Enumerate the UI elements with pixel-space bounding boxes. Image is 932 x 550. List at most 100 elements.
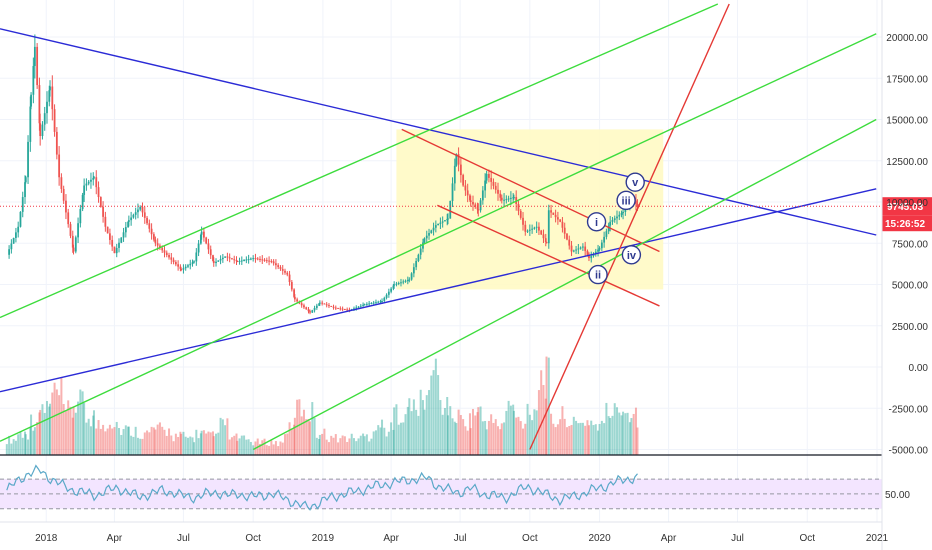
candle-body [563, 227, 566, 234]
volume-bar [515, 417, 518, 455]
volume-bar [102, 424, 105, 455]
candle-body [238, 260, 241, 262]
trendline-5[interactable] [0, 3, 719, 319]
trendline-layer[interactable] [0, 3, 877, 451]
candle-body [315, 305, 318, 308]
candle-body [231, 258, 233, 260]
candle-body [485, 173, 488, 181]
volume-bar [507, 400, 510, 455]
candle-body [451, 183, 454, 201]
volume-bar [318, 439, 321, 455]
trendline-6[interactable] [0, 33, 877, 442]
candle-body [187, 265, 189, 267]
volume-bar [474, 415, 477, 455]
volume-bar [500, 423, 503, 455]
volume-bar [537, 390, 540, 455]
volume-bar [600, 420, 603, 455]
price-tick-label: 20000.00 [886, 33, 928, 44]
candle-body [161, 247, 164, 251]
time-tick-label: Oct [799, 533, 815, 544]
candle-body [15, 232, 17, 238]
volume-bar [603, 423, 606, 455]
volume-bar [387, 431, 390, 455]
trendline-4[interactable] [529, 3, 730, 450]
volume-bar [258, 443, 261, 455]
trendline-7[interactable] [252, 118, 877, 451]
volume-bar [106, 428, 109, 455]
trendline-0[interactable] [0, 28, 877, 236]
candle-body [400, 282, 402, 284]
volume-bar [29, 427, 32, 455]
candle-body [311, 310, 314, 313]
candle-body [60, 177, 63, 189]
volume-bar [134, 426, 137, 455]
candle-body [581, 246, 584, 248]
candle-body [357, 306, 360, 308]
candle-body [19, 211, 22, 227]
candle-body [240, 260, 243, 262]
price-tick-label: 15000.00 [886, 116, 928, 127]
candle-body [466, 190, 469, 196]
candle-body [77, 223, 79, 238]
candle-body [134, 212, 137, 215]
candle-body [115, 247, 118, 254]
volume-bar [200, 430, 203, 455]
volume-bar [245, 439, 248, 455]
candle-body [437, 223, 440, 226]
volume-bar [21, 437, 24, 455]
candle-body [130, 217, 133, 221]
wave-label-circle [588, 264, 608, 285]
candle-body [446, 218, 449, 221]
volume-bar [334, 434, 337, 455]
candle-body [233, 259, 236, 261]
volume-bar [355, 441, 358, 455]
volume-bar [626, 412, 629, 455]
last-price-tag [882, 197, 932, 216]
volume-bar [609, 417, 612, 455]
volume-bar [72, 406, 75, 455]
volume-bar [594, 424, 597, 455]
volume-bar [19, 432, 22, 455]
candle-body [479, 200, 482, 211]
candle-body [33, 46, 36, 67]
candle-body [72, 247, 75, 252]
time-tick-label: Jul [177, 533, 190, 544]
trendline-3[interactable] [437, 204, 660, 307]
volume-bar [71, 417, 74, 455]
volume-bar [390, 422, 393, 455]
candle-body [517, 203, 520, 211]
price-tick-label: 12500.00 [886, 157, 928, 168]
volume-bar [41, 404, 44, 455]
volume-bar [533, 409, 536, 455]
candle-body [249, 258, 252, 260]
candle-body [540, 230, 543, 235]
candle-body [247, 259, 250, 261]
volume-bar [298, 399, 301, 455]
volume-bar [346, 441, 349, 455]
volume-bar [550, 413, 553, 455]
trendline-1[interactable] [0, 188, 877, 393]
volume-bar [268, 445, 271, 455]
time-tick-label: 2019 [312, 533, 335, 544]
candle-body [594, 251, 597, 254]
volume-bar [337, 442, 340, 455]
price-tick-label: 0.00 [909, 363, 929, 374]
candle-body [36, 46, 39, 86]
candle-body [381, 301, 383, 302]
trendline-2[interactable] [401, 128, 660, 253]
candle-body [170, 257, 173, 260]
candle-body [51, 86, 54, 110]
volume-bar [577, 423, 580, 455]
candle-body [252, 258, 255, 260]
candle-body [286, 272, 289, 275]
volume-bar [481, 421, 484, 455]
candle-body [588, 255, 590, 259]
candle-body [531, 228, 534, 230]
channel-box-layer [396, 129, 664, 290]
candle-body [334, 307, 337, 309]
candle-body [368, 303, 371, 305]
candle-body [447, 218, 449, 220]
volume-bar [464, 426, 467, 455]
candle-body [236, 261, 239, 263]
